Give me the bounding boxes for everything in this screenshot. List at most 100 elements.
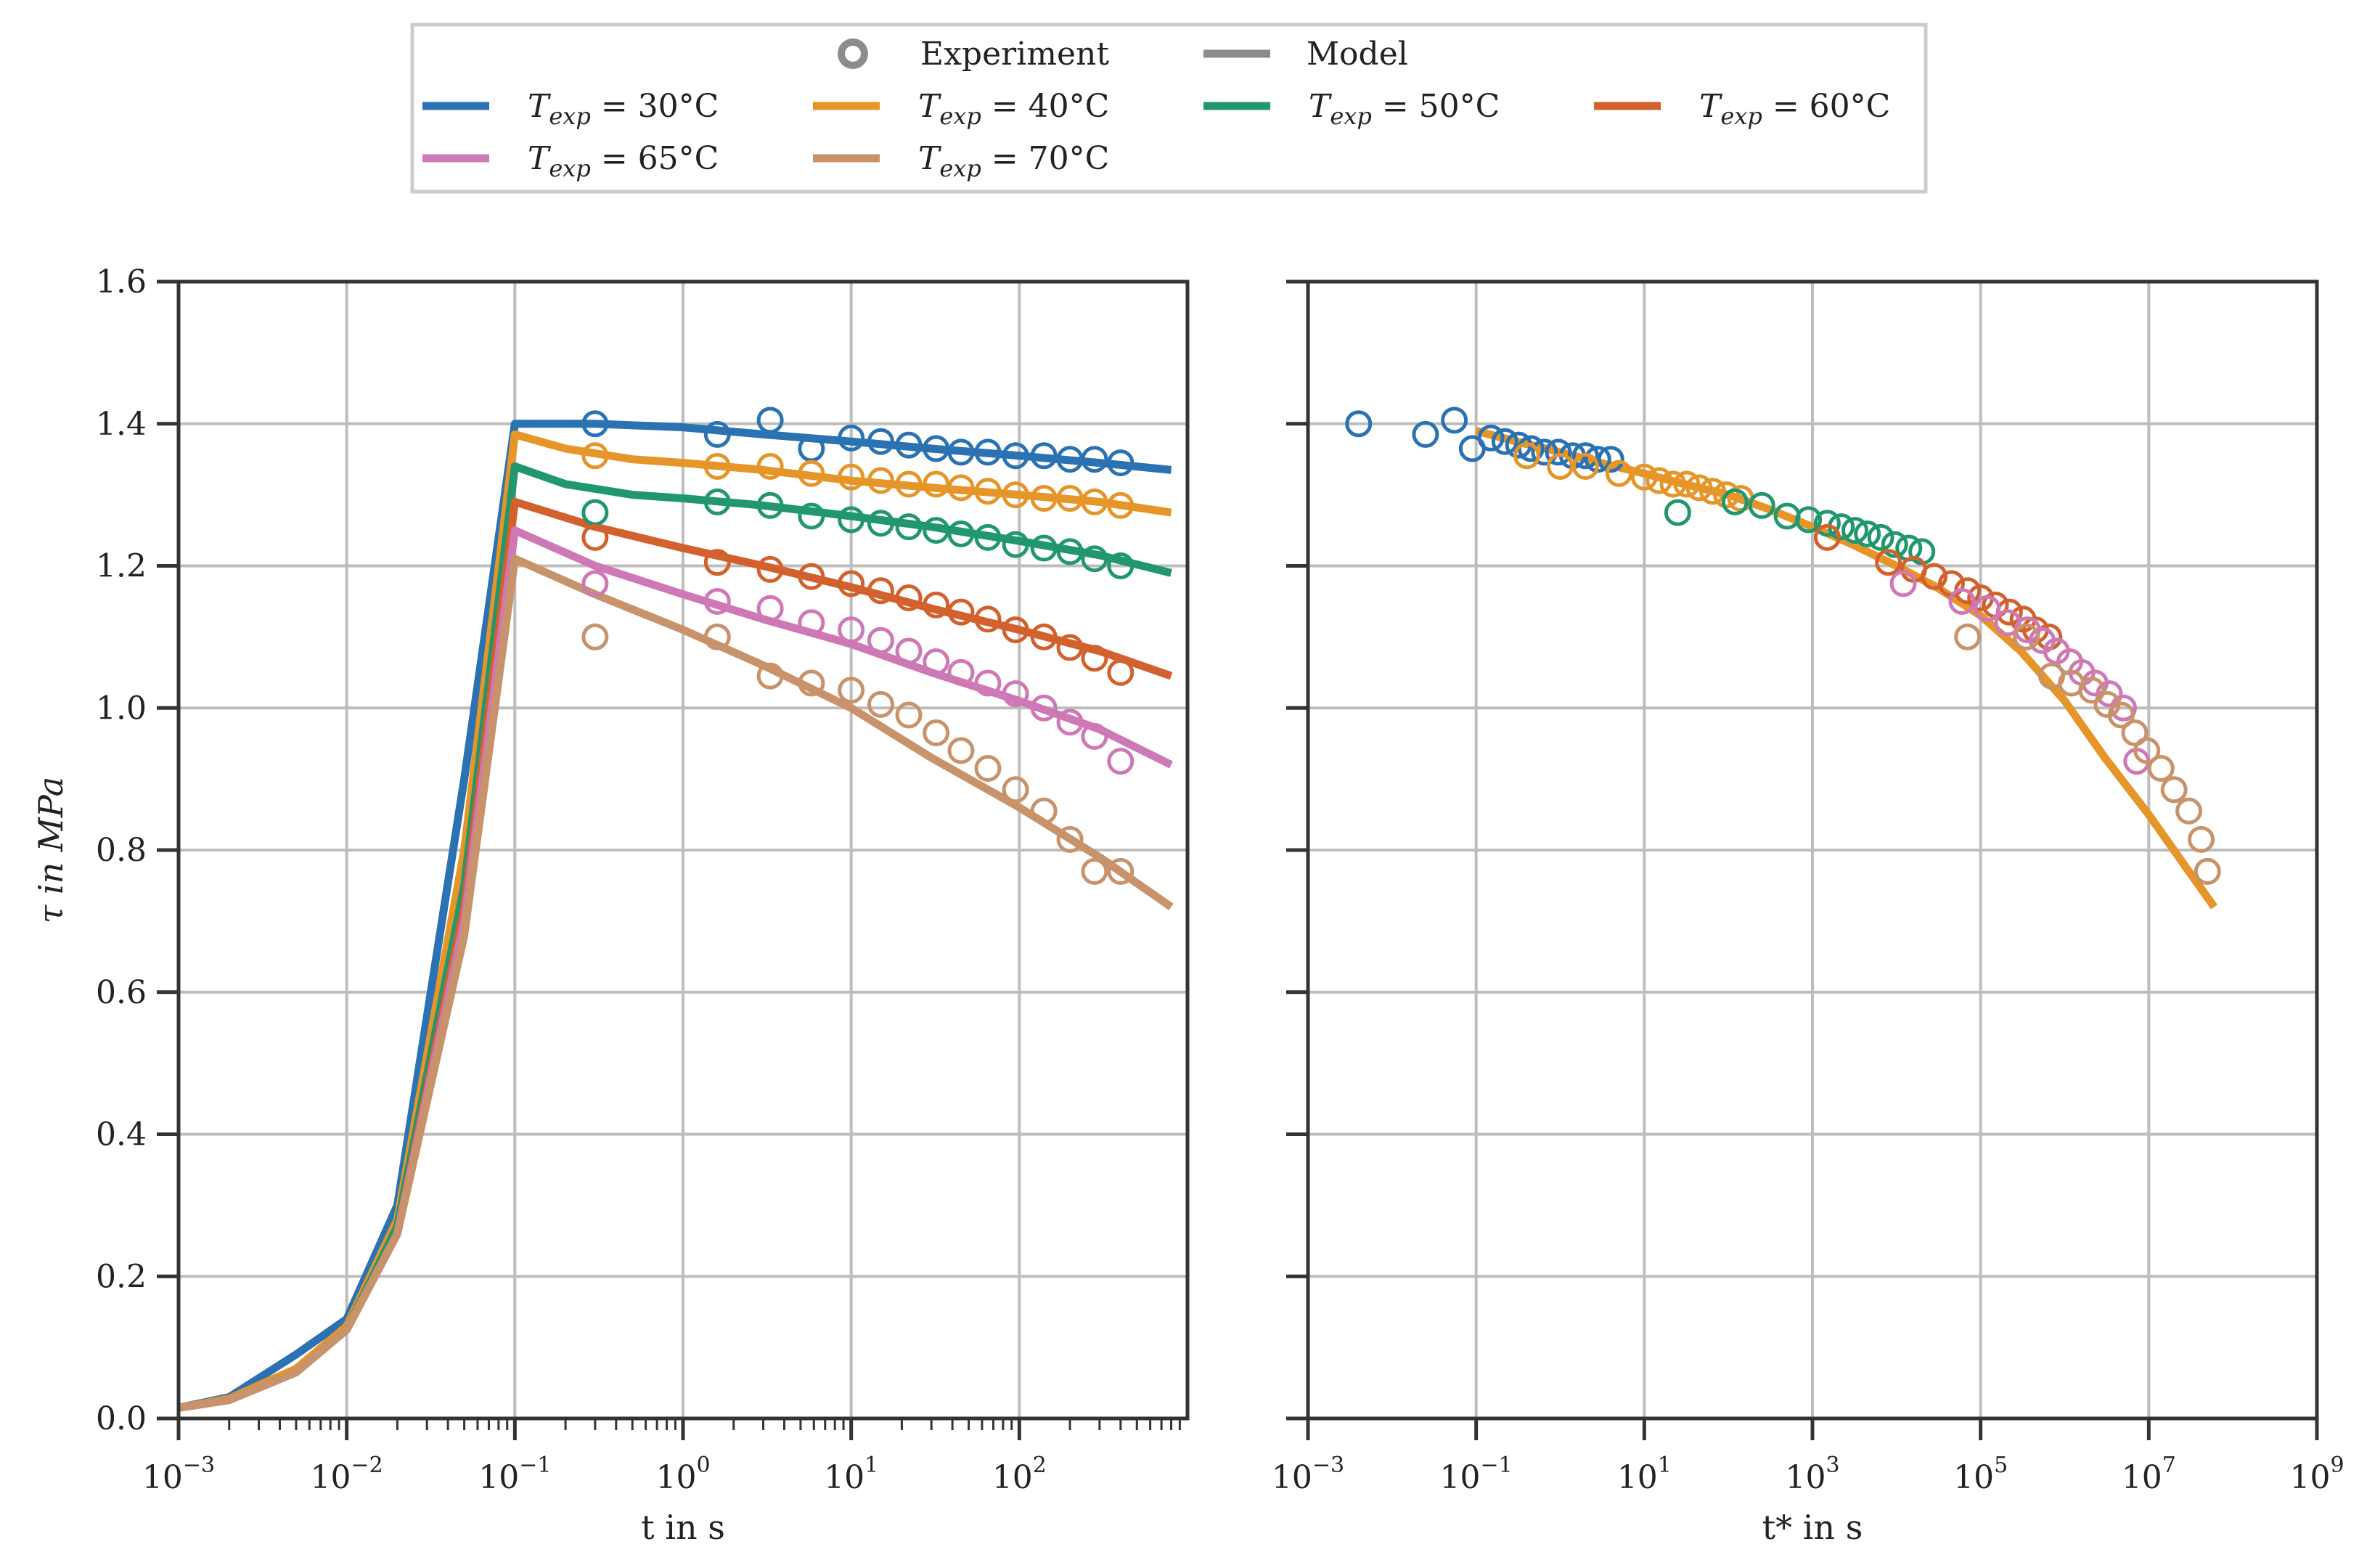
experiment-marker-65 — [974, 669, 1002, 697]
x-tick-label: 102 — [992, 1453, 1047, 1496]
experiment-marker-60 — [1030, 623, 1058, 650]
experiment-marker-65 — [1889, 570, 1917, 597]
experiment-marker-50 — [1664, 499, 1691, 526]
y-tick-label: 0.4 — [96, 1116, 147, 1153]
experiment-marker-70 — [2175, 797, 2203, 825]
experiment-marker-40 — [895, 470, 923, 498]
y-tick-label: 1.2 — [96, 548, 147, 585]
legend-label-40: Texp = 40°C — [918, 88, 1109, 130]
y-tick-label: 1.6 — [96, 264, 147, 301]
experiment-marker-60 — [1813, 523, 1841, 551]
experiment-marker-60 — [1081, 645, 1108, 672]
experiment-marker-50 — [1030, 534, 1058, 562]
experiment-marker-40 — [1030, 485, 1058, 513]
experiment-marker-30 — [1545, 438, 1572, 466]
experiment-marker-50 — [1854, 520, 1881, 547]
experiment-marker-70 — [2160, 776, 2188, 804]
experiment-marker-30 — [1477, 424, 1505, 452]
experiment-marker-40 — [1698, 478, 1726, 505]
experiment-marker-70 — [838, 677, 865, 704]
experiment-marker-30 — [1571, 442, 1599, 470]
experiment-marker-50 — [1002, 531, 1029, 558]
experiment-marker-50 — [923, 517, 950, 544]
experiment-marker-70 — [581, 623, 609, 650]
experiment-marker-65 — [2096, 680, 2123, 708]
experiment-marker-60 — [1107, 658, 1135, 686]
experiment-marker-70 — [2147, 754, 2175, 782]
right-x-axis-label: t* in s — [1762, 1508, 1863, 1547]
right-experiment-markers — [1345, 407, 2221, 885]
experiment-marker-60 — [1875, 549, 1902, 576]
experiment-marker-65 — [1081, 722, 1108, 750]
experiment-marker-30 — [923, 435, 950, 462]
experiment-marker-60 — [756, 555, 784, 583]
model-line-50 — [178, 462, 1172, 1412]
experiment-marker-65 — [867, 626, 894, 654]
experiment-marker-30 — [838, 424, 865, 452]
experiment-marker-40 — [756, 452, 784, 480]
experiment-marker-70 — [2188, 825, 2215, 853]
experiment-marker-70 — [1056, 825, 1084, 853]
left-x-axis-label: t in s — [641, 1508, 725, 1547]
experiment-marker-50 — [1795, 506, 1823, 534]
legend-label-65: Texp = 65°C — [528, 140, 719, 182]
experiment-marker-40 — [798, 460, 825, 487]
y-tick-label: 1.0 — [96, 690, 147, 727]
legend-frame — [410, 23, 1928, 194]
experiment-marker-40 — [1630, 463, 1658, 491]
experiment-marker-70 — [2121, 719, 2149, 747]
x-tick-label: 101 — [1617, 1453, 1672, 1496]
experiment-marker-40 — [1605, 460, 1632, 487]
experiment-marker-50 — [1881, 531, 1908, 558]
x-tick-label: 10−1 — [478, 1453, 551, 1496]
left-panel: 0.0 0.2 0.4 0.6 0.8 1.0 1.2 1.4 1.6 10−3 10−2 10−1 1… — [31, 264, 1190, 1547]
experiment-marker-65 — [1107, 748, 1135, 775]
experiment-marker-50 — [756, 491, 784, 519]
experiment-marker-65 — [756, 595, 784, 622]
experiment-marker-70 — [2133, 737, 2161, 764]
experiment-marker-65 — [703, 587, 731, 615]
experiment-marker-65 — [1002, 680, 1029, 708]
experiment-marker-30 — [703, 420, 731, 448]
experiment-marker-50 — [947, 520, 975, 547]
experiment-marker-30 — [756, 407, 784, 434]
experiment-marker-30 — [1597, 446, 1624, 473]
model-line-40 — [178, 430, 1172, 1412]
y-tick-label: 1.4 — [96, 406, 147, 443]
experiment-marker-70 — [1107, 857, 1135, 885]
experiment-marker-65 — [923, 648, 950, 676]
experiment-marker-30 — [1491, 428, 1518, 455]
x-tick-label: 10−3 — [1272, 1453, 1344, 1496]
y-tick-label: 0.0 — [96, 1400, 147, 1437]
experiment-marker-60 — [947, 598, 975, 626]
experiment-marker-40 — [1056, 485, 1084, 513]
experiment-marker-50 — [895, 513, 923, 541]
experiment-marker-40 — [703, 452, 731, 480]
model-line-30 — [177, 420, 1172, 1412]
experiment-marker-65 — [947, 658, 975, 686]
experiment-marker-50 — [581, 499, 609, 526]
experiment-marker-50 — [867, 510, 894, 537]
experiment-marker-30 — [581, 410, 609, 438]
experiment-marker-40 — [581, 442, 609, 470]
experiment-marker-70 — [1954, 623, 1982, 650]
experiment-marker-70 — [895, 701, 923, 729]
experiment-marker-65 — [1974, 595, 2001, 622]
experiment-marker-60 — [581, 523, 609, 551]
experiment-marker-60 — [895, 584, 923, 612]
left-model-lines — [177, 420, 1174, 1412]
experiment-marker-70 — [1002, 776, 1029, 804]
experiment-marker-30 — [1030, 442, 1058, 470]
legend-experiment-marker — [838, 38, 868, 69]
experiment-marker-60 — [1002, 616, 1029, 644]
right-grid — [1307, 280, 2318, 1420]
experiment-marker-60 — [703, 549, 731, 576]
left-ticks: 0.0 0.2 0.4 0.6 0.8 1.0 1.2 1.4 1.6 10−3 10−2 10−1 1… — [96, 264, 1181, 1496]
experiment-marker-30 — [1412, 420, 1439, 448]
legend-experiment-label: Experiment — [920, 36, 1109, 73]
experiment-marker-40 — [1547, 452, 1574, 480]
experiment-marker-70 — [1081, 857, 1108, 885]
legend-label-50: Texp = 50°C — [1309, 88, 1500, 130]
experiment-marker-40 — [1685, 474, 1713, 502]
legend-label-60: Texp = 60°C — [1699, 88, 1890, 130]
